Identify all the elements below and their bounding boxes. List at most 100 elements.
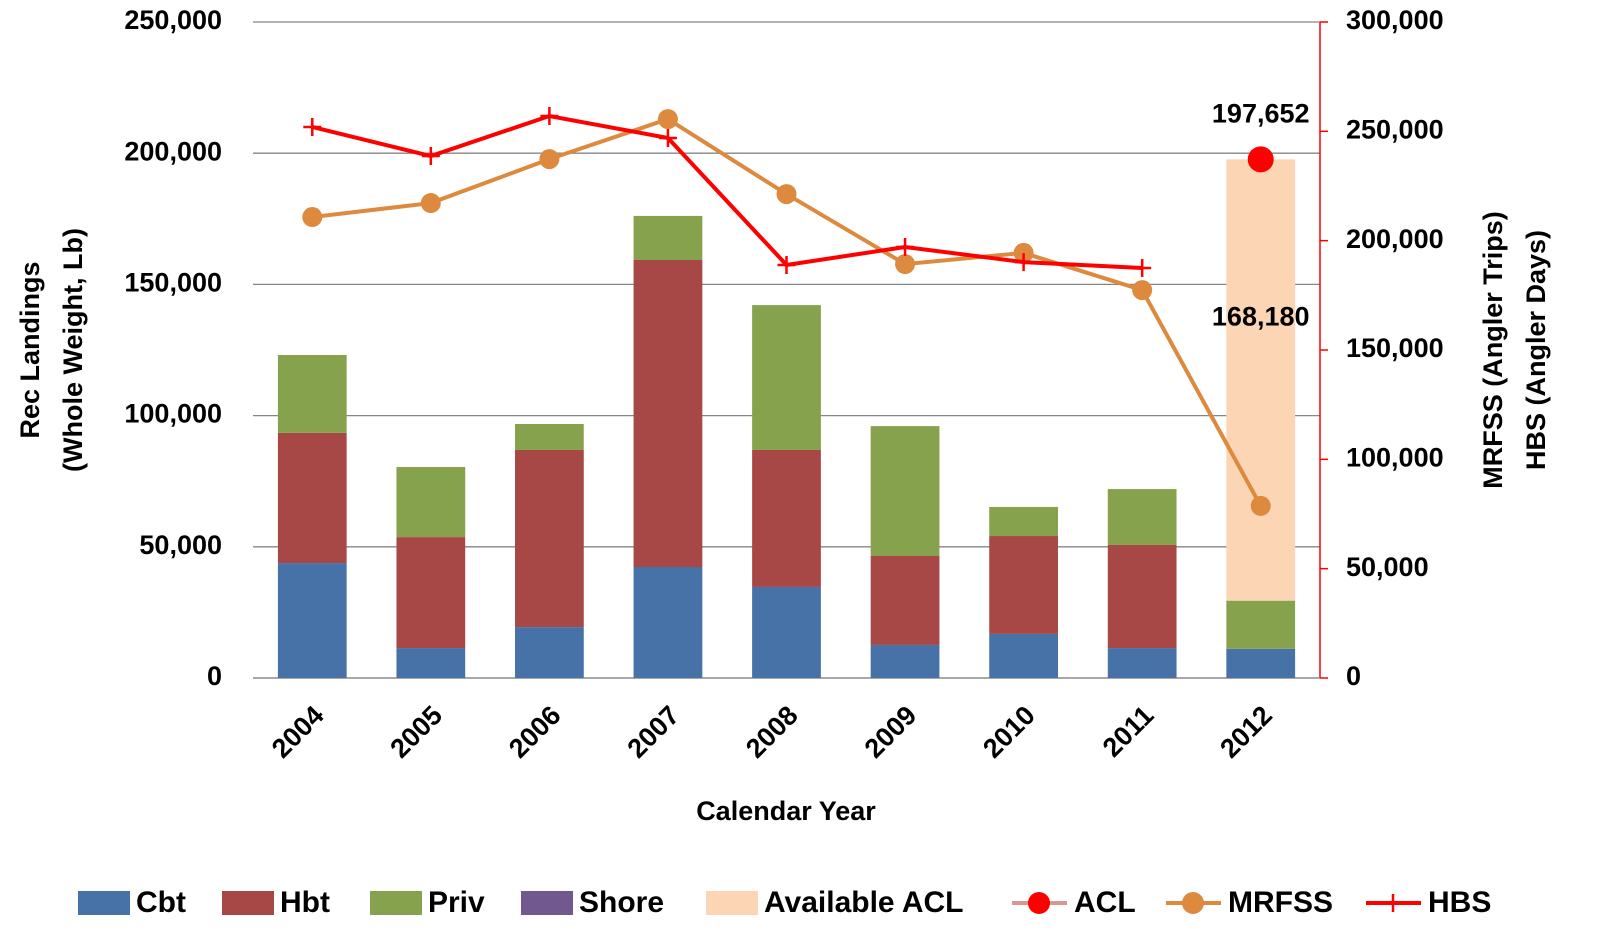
y2-axis-title: HBS (Angler Days)	[1521, 230, 1551, 470]
y-tick-label: 200,000	[124, 136, 222, 166]
legend-label: Shore	[579, 886, 664, 919]
y2-tick-label: 50,000	[1346, 552, 1429, 582]
data-label: 197,652	[1212, 98, 1310, 128]
bar	[989, 633, 1058, 678]
marker	[776, 184, 797, 205]
marker	[303, 117, 322, 136]
y2-tick-label: 250,000	[1346, 114, 1444, 144]
legend-item: Available ACL	[706, 886, 964, 919]
bar	[633, 567, 703, 678]
bar	[870, 644, 940, 678]
y2-tick-label: 0	[1346, 661, 1361, 691]
legend-marker	[1384, 894, 1402, 912]
x-tick-label: 2007	[622, 700, 686, 764]
marker	[421, 147, 440, 166]
legend-swatch	[370, 891, 422, 915]
legend-item: MRFSS	[1166, 886, 1333, 919]
marker	[1014, 253, 1033, 272]
marker	[895, 254, 916, 275]
legend-swatch	[222, 891, 274, 915]
bar	[1107, 489, 1177, 545]
legend-swatch	[521, 891, 573, 915]
x-tick-label: 2010	[977, 700, 1041, 764]
marker	[1133, 259, 1152, 277]
legend-label: Priv	[428, 886, 485, 919]
legend-label: ACL	[1074, 886, 1136, 919]
bar	[396, 537, 466, 649]
bar	[1107, 648, 1177, 678]
bar	[277, 354, 347, 433]
bar	[1226, 648, 1296, 678]
legend-swatch	[78, 891, 130, 915]
x-tick-label: 2005	[384, 700, 448, 764]
bar	[633, 259, 703, 568]
bar	[752, 305, 821, 450]
bar	[396, 648, 466, 678]
legend-item: ACL	[1012, 886, 1136, 919]
marker	[896, 238, 915, 257]
y2-axis-title: MRFSS (Angler Trips)	[1478, 211, 1508, 489]
bar	[633, 215, 703, 260]
bar	[277, 432, 347, 564]
y-tick-label: 50,000	[139, 530, 222, 560]
legend-marker	[1182, 892, 1204, 914]
legend-swatch	[706, 891, 758, 915]
marker	[1247, 146, 1274, 173]
bar	[752, 586, 821, 678]
bar	[396, 467, 466, 538]
y-axis-title: Rec Landings	[15, 261, 45, 438]
y-tick-label: 150,000	[124, 268, 222, 298]
bar	[989, 536, 1058, 634]
marker	[657, 109, 678, 130]
marker	[302, 207, 323, 228]
bar	[1226, 159, 1296, 601]
y2-tick-label: 150,000	[1346, 333, 1444, 363]
bar	[515, 449, 584, 628]
x-tick-label: 2012	[1214, 700, 1278, 764]
legend-label: MRFSS	[1228, 886, 1333, 919]
bar	[989, 506, 1058, 537]
marker	[658, 129, 677, 148]
marker	[539, 149, 560, 170]
bar	[515, 423, 584, 450]
bar	[277, 563, 347, 678]
legend-item: HBS	[1366, 886, 1491, 919]
marker	[1132, 280, 1153, 301]
y2-tick-label: 200,000	[1346, 224, 1444, 254]
x-tick-label: 2006	[503, 700, 567, 764]
marker	[420, 193, 441, 214]
y-tick-label: 100,000	[124, 399, 222, 429]
legend-item: Cbt	[78, 886, 186, 919]
bar	[752, 449, 821, 587]
marker	[777, 255, 796, 274]
bar	[515, 627, 584, 678]
y2-tick-label: 300,000	[1346, 5, 1444, 35]
x-tick-label: 2004	[266, 700, 330, 764]
legend-marker	[1028, 892, 1050, 914]
legend-item: Priv	[370, 886, 485, 919]
line	[311, 113, 1143, 270]
y-tick-label: 250,000	[124, 5, 222, 35]
marker	[1250, 495, 1271, 516]
bar	[870, 555, 940, 645]
y-axis-title: (Whole Weight, Lb)	[58, 228, 88, 472]
bar	[870, 426, 940, 556]
x-tick-label: 2009	[859, 700, 923, 764]
x-tick-label: 2011	[1097, 700, 1160, 763]
legend-item: Shore	[521, 886, 664, 919]
data-label: 168,180	[1212, 301, 1310, 331]
legend-label: Cbt	[136, 886, 186, 919]
bar	[1107, 544, 1177, 649]
bar	[1226, 600, 1296, 649]
x-axis-title: Calendar Year	[696, 796, 876, 826]
x-tick-label: 2008	[740, 700, 804, 764]
marker	[1013, 242, 1034, 263]
legend-label: Available ACL	[764, 886, 964, 919]
y2-tick-label: 100,000	[1346, 442, 1444, 472]
legend-label: HBS	[1428, 886, 1491, 919]
marker	[540, 107, 559, 126]
y-tick-label: 0	[207, 661, 222, 691]
legend-label: Hbt	[280, 886, 330, 919]
legend-item: Hbt	[222, 886, 330, 919]
